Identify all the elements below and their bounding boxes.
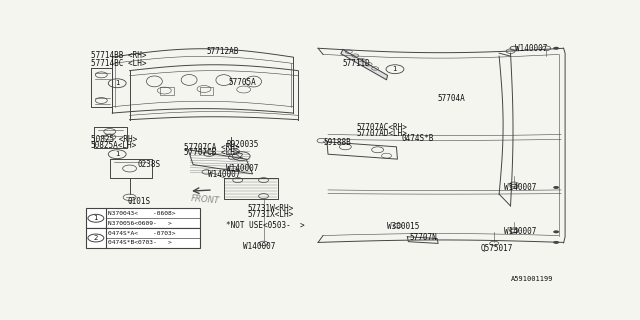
Text: 57707CB <LH>: 57707CB <LH> xyxy=(184,148,239,157)
Text: W140007: W140007 xyxy=(243,242,275,251)
Text: 1: 1 xyxy=(93,215,98,221)
Text: 1: 1 xyxy=(115,151,120,157)
Text: N370043<    -0608>: N370043< -0608> xyxy=(108,211,175,216)
FancyBboxPatch shape xyxy=(86,228,200,248)
Text: R920035: R920035 xyxy=(227,140,259,149)
Text: 57714BC <LH>: 57714BC <LH> xyxy=(91,59,147,68)
Text: 2: 2 xyxy=(93,235,98,241)
Text: N370056<0609-   >: N370056<0609- > xyxy=(108,221,172,226)
Text: 50825A<LH>: 50825A<LH> xyxy=(91,141,137,150)
Polygon shape xyxy=(341,50,388,80)
Text: 59188B: 59188B xyxy=(323,138,351,147)
Text: 1: 1 xyxy=(115,80,120,86)
Text: W140007: W140007 xyxy=(515,44,548,53)
Text: Q575017: Q575017 xyxy=(481,244,513,253)
Text: W140007: W140007 xyxy=(208,170,241,179)
Text: FRONT: FRONT xyxy=(190,194,220,205)
Text: 2: 2 xyxy=(239,153,243,159)
Text: W140007: W140007 xyxy=(504,227,536,236)
Text: 57712AB: 57712AB xyxy=(207,47,239,56)
Text: W140007: W140007 xyxy=(504,183,536,192)
Text: *NOT USE<0503-  >: *NOT USE<0503- > xyxy=(227,221,305,230)
Text: 57707CA <RH>: 57707CA <RH> xyxy=(184,143,239,152)
Text: 1: 1 xyxy=(393,66,397,72)
Text: 0474S*A<    -0703>: 0474S*A< -0703> xyxy=(108,230,175,236)
Text: 0101S: 0101S xyxy=(127,196,150,205)
Text: W300015: W300015 xyxy=(387,222,419,231)
Text: 0474S*B<0703-   >: 0474S*B<0703- > xyxy=(108,240,172,245)
Text: 57707AC<RH>: 57707AC<RH> xyxy=(356,123,408,132)
FancyBboxPatch shape xyxy=(86,208,200,228)
Text: 57714BB <RH>: 57714BB <RH> xyxy=(91,51,147,60)
Text: 0238S: 0238S xyxy=(137,160,160,169)
Text: 0474S*B: 0474S*B xyxy=(401,134,434,143)
Text: 50825 <RH>: 50825 <RH> xyxy=(91,135,137,144)
Text: W140007: W140007 xyxy=(227,164,259,173)
Text: 57731X<LH>: 57731X<LH> xyxy=(248,210,294,219)
Circle shape xyxy=(553,241,559,244)
Circle shape xyxy=(553,47,559,50)
Text: 57705A: 57705A xyxy=(229,78,257,87)
Circle shape xyxy=(553,230,559,233)
Text: 57707AD<LH>: 57707AD<LH> xyxy=(356,129,408,138)
Text: A591001199: A591001199 xyxy=(511,276,553,282)
Circle shape xyxy=(553,186,559,189)
Text: 57707N: 57707N xyxy=(410,234,438,243)
Text: 57731W<RH>: 57731W<RH> xyxy=(248,204,294,213)
Text: 57711D: 57711D xyxy=(343,59,371,68)
Text: 57704A: 57704A xyxy=(437,94,465,103)
